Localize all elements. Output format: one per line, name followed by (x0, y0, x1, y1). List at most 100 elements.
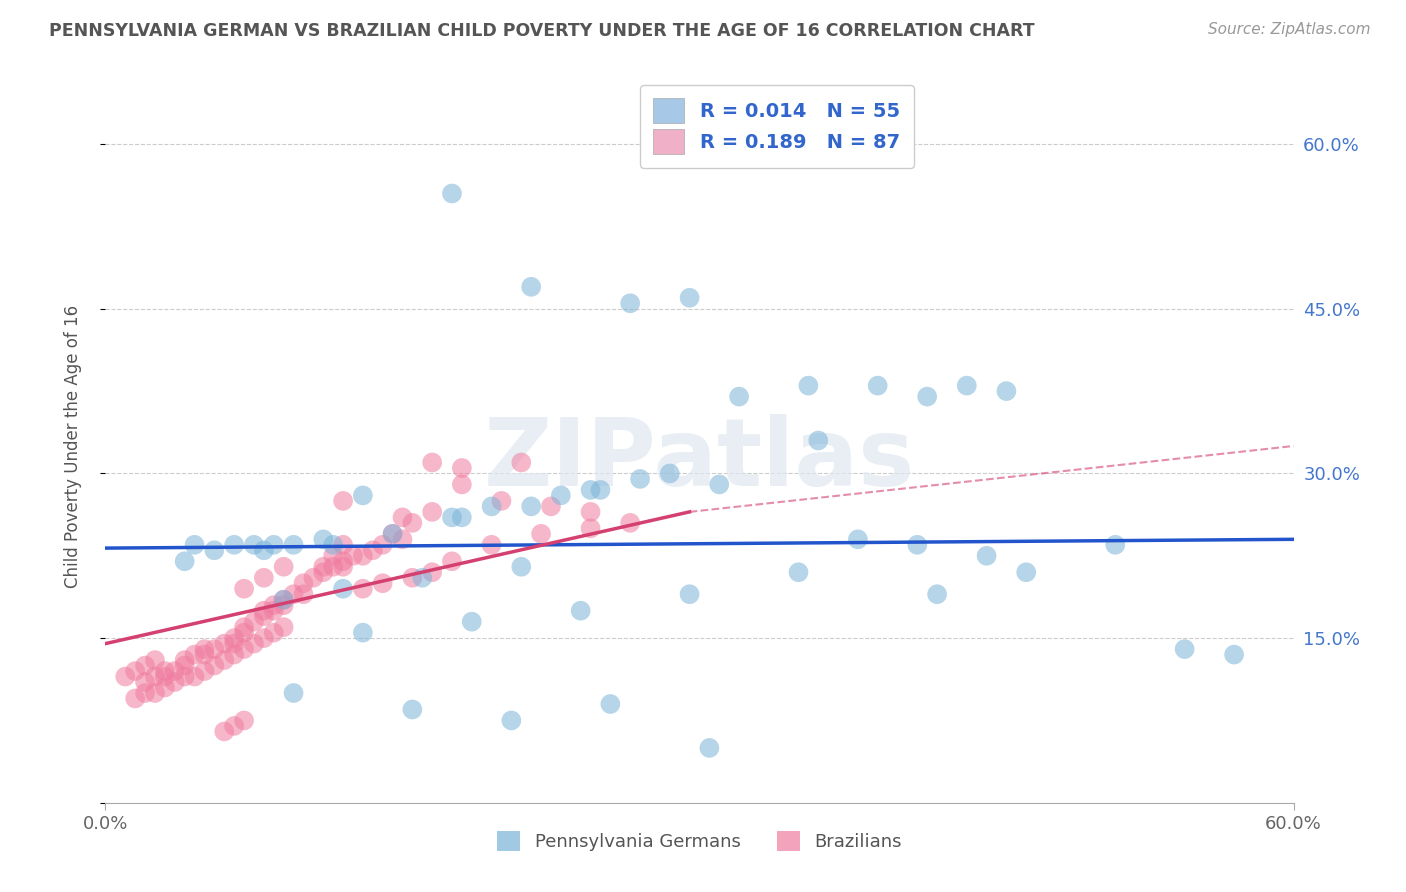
Point (292, 576, 315, 591)
Point (520, 500, 543, 514)
Point (391, 533, 413, 547)
Point (709, 477, 731, 491)
Point (202, 642, 225, 657)
Point (658, 467, 681, 481)
Point (381, 526, 404, 541)
Point (420, 505, 443, 519)
Point (1223, 648, 1246, 662)
Point (352, 549, 374, 563)
Point (332, 554, 354, 568)
Point (263, 538, 285, 552)
Point (797, 378, 820, 392)
Point (530, 526, 553, 541)
Point (114, 669, 136, 683)
Point (450, 461, 472, 475)
Point (807, 434, 830, 448)
Point (401, 571, 423, 585)
Point (253, 609, 276, 624)
Point (224, 631, 246, 645)
Point (233, 714, 256, 728)
Point (956, 378, 979, 392)
Point (312, 533, 335, 547)
Point (540, 500, 562, 514)
Point (332, 582, 354, 596)
Point (699, 740, 721, 755)
Point (214, 637, 236, 651)
Point (1015, 566, 1038, 580)
Point (510, 559, 533, 574)
Point (243, 538, 266, 552)
Point (224, 637, 246, 651)
Point (420, 566, 443, 580)
Point (440, 510, 463, 524)
Point (1174, 642, 1197, 657)
Point (202, 543, 225, 558)
Point (163, 664, 186, 678)
Point (312, 559, 335, 574)
Point (233, 625, 256, 640)
Point (134, 658, 156, 673)
Point (915, 390, 938, 404)
Point (866, 378, 889, 392)
Y-axis label: Child Poverty Under the Age of 16: Child Poverty Under the Age of 16 (63, 304, 82, 588)
Point (332, 494, 354, 508)
Point (501, 714, 523, 728)
Point (342, 549, 364, 563)
Point (263, 604, 285, 618)
Point (214, 724, 236, 739)
Point (214, 653, 236, 667)
Point (579, 483, 602, 497)
Point (332, 559, 354, 574)
Point (183, 648, 205, 662)
Point (224, 719, 246, 733)
Point (491, 494, 513, 508)
Point (352, 582, 374, 596)
Point (550, 488, 572, 502)
Point (183, 669, 205, 683)
Point (579, 505, 602, 519)
Point (440, 554, 463, 568)
Point (411, 571, 433, 585)
Point (352, 625, 374, 640)
Text: PENNSYLVANIA GERMAN VS BRAZILIAN CHILD POVERTY UNDER THE AGE OF 16 CORRELATION C: PENNSYLVANIA GERMAN VS BRAZILIAN CHILD P… (49, 22, 1035, 40)
Point (846, 533, 869, 547)
Point (371, 538, 394, 552)
Point (628, 472, 651, 486)
Point (322, 559, 344, 574)
Point (787, 566, 810, 580)
Point (143, 653, 166, 667)
Point (302, 571, 325, 585)
Point (263, 625, 285, 640)
Point (183, 538, 205, 552)
Point (173, 554, 195, 568)
Point (440, 186, 463, 201)
Point (976, 549, 998, 563)
Point (173, 669, 195, 683)
Point (371, 576, 394, 591)
Point (579, 521, 602, 535)
Point (253, 543, 276, 558)
Point (153, 669, 176, 683)
Point (283, 587, 305, 601)
Point (381, 526, 404, 541)
Point (243, 637, 266, 651)
Point (273, 559, 295, 574)
Point (1104, 538, 1126, 552)
Point (193, 648, 215, 662)
Point (233, 620, 256, 634)
Point (332, 538, 354, 552)
Point (322, 549, 344, 563)
Point (352, 488, 374, 502)
Point (420, 455, 443, 469)
Point (283, 538, 305, 552)
Point (243, 615, 266, 629)
Point (589, 483, 612, 497)
Point (292, 587, 315, 601)
Point (520, 280, 543, 294)
Point (124, 691, 146, 706)
Point (233, 642, 256, 657)
Point (273, 620, 295, 634)
Point (569, 604, 592, 618)
Point (481, 538, 503, 552)
Point (481, 500, 503, 514)
